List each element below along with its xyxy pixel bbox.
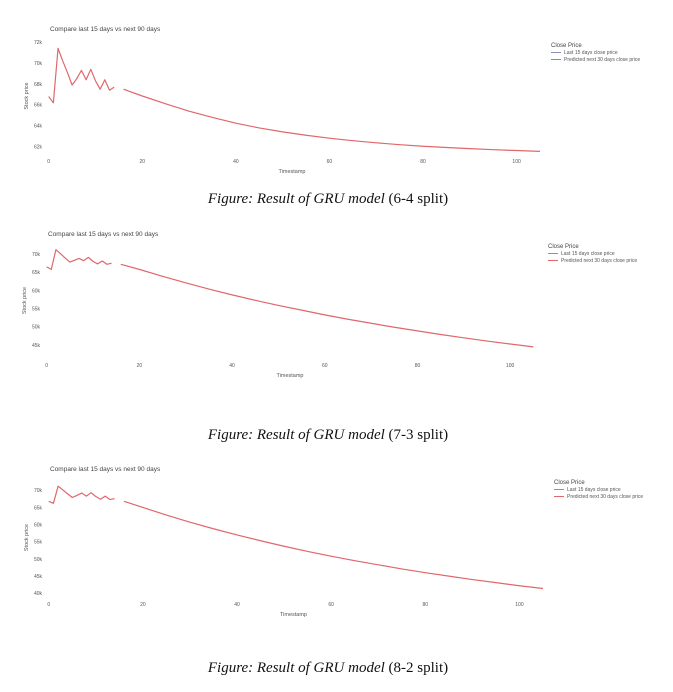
y-tick-label: 45k xyxy=(32,343,41,349)
chart-panel-8-2: Compare last 15 days vs next 90 days 40k 4… xyxy=(24,466,643,618)
legend-entry: Last 15 days close price xyxy=(561,251,615,257)
y-axis-label: Stock price xyxy=(24,82,30,109)
x-tick-label: 100 xyxy=(512,159,521,165)
x-tick-label: 20 xyxy=(137,363,143,369)
caption-suffix: (8-2 split) xyxy=(384,660,449,676)
x-tick-label: 0 xyxy=(45,363,48,369)
y-tick-label: 55k xyxy=(32,306,41,312)
y-tick-label: 70k xyxy=(34,61,43,67)
series-line-last-15-days xyxy=(48,485,115,504)
series-line-last-15-days xyxy=(46,249,112,270)
chart-title: Compare last 15 days vs next 90 days xyxy=(48,231,159,238)
y-tick-label: 62k xyxy=(34,145,43,151)
chart-title: Compare last 15 days vs next 90 days xyxy=(50,26,161,33)
chart-title: Compare last 15 days vs next 90 days xyxy=(50,466,161,473)
figure-caption-6-4: Figure: Result of GRU model (6-4 split) xyxy=(0,191,656,208)
series-line-last-15-days xyxy=(48,47,115,104)
chart-panel-6-4: Compare last 15 days vs next 90 days 62k 6… xyxy=(0,0,673,215)
legend-entry: Predicted next 30 days close price xyxy=(564,57,640,63)
chart-svg-7-3: Compare last 15 days vs next 90 days 45k 5… xyxy=(22,231,637,379)
x-tick-label: 80 xyxy=(423,602,429,608)
y-axis-label: Stock price xyxy=(24,524,30,551)
y-tick-label: 40k xyxy=(34,591,43,597)
x-tick-label: 40 xyxy=(229,363,235,369)
x-tick-label: 40 xyxy=(234,602,240,608)
legend-entry: Predicted next 30 days close price xyxy=(567,494,643,500)
y-tick-label: 72k xyxy=(34,40,43,46)
x-tick-label: 60 xyxy=(328,602,334,608)
legend-entry: Last 15 days close price xyxy=(564,50,618,56)
x-tick-label: 0 xyxy=(47,159,50,165)
figure-caption-7-3: Figure: Result of GRU model (7-3 split) xyxy=(0,427,656,444)
y-tick-label: 65k xyxy=(34,505,43,511)
y-tick-label: 64k xyxy=(34,124,43,130)
x-tick-label: 100 xyxy=(515,602,524,608)
caption-italic: Figure: Result of GRU model xyxy=(207,660,385,676)
legend-title: Close Price xyxy=(548,244,579,250)
x-axis-label: Timestamp xyxy=(280,612,307,618)
y-tick-label: 60k xyxy=(34,522,43,528)
x-tick-label: 20 xyxy=(140,602,146,608)
y-tick-label: 60k xyxy=(32,288,41,294)
legend-title: Close Price xyxy=(551,43,582,49)
x-tick-label: 60 xyxy=(327,159,333,165)
x-axis-label: Timestamp xyxy=(279,169,306,175)
x-tick-label: 80 xyxy=(415,363,421,369)
caption-italic: Figure: Result of GRU model xyxy=(207,427,385,443)
y-tick-label: 70k xyxy=(34,488,43,494)
legend-title: Close Price xyxy=(554,480,585,486)
x-tick-label: 40 xyxy=(233,159,239,165)
y-tick-label: 65k xyxy=(32,270,41,276)
y-tick-label: 70k xyxy=(32,252,41,258)
figure-caption-8-2: Figure: Result of GRU model (8-2 split) xyxy=(0,660,656,677)
y-tick-label: 66k xyxy=(34,103,43,109)
x-tick-label: 80 xyxy=(420,159,426,165)
y-tick-label: 50k xyxy=(34,557,43,563)
y-tick-label: 55k xyxy=(34,540,43,546)
y-tick-label: 68k xyxy=(34,82,43,88)
chart-panel-7-3: Compare last 15 days vs next 90 days 45k 5… xyxy=(22,231,637,379)
x-tick-label: 0 xyxy=(47,602,50,608)
y-tick-label: 45k xyxy=(34,574,43,580)
caption-suffix: (7-3 split) xyxy=(384,427,449,443)
series-line-predicted xyxy=(123,88,541,152)
y-axis-label: Stock price xyxy=(22,287,28,314)
chart-svg-6-4: Compare last 15 days vs next 90 days 62k 6… xyxy=(24,26,640,175)
series-line-predicted xyxy=(123,500,544,590)
y-tick-label: 50k xyxy=(32,325,41,331)
x-tick-label: 20 xyxy=(139,159,145,165)
legend-entry: Last 15 days close price xyxy=(567,487,621,493)
caption-italic: Figure: Result of GRU model xyxy=(207,191,385,207)
x-tick-label: 100 xyxy=(506,363,515,369)
x-axis-label: Timestamp xyxy=(277,373,304,379)
caption-suffix: (6-4 split) xyxy=(384,191,449,207)
chart-svg-8-2: Compare last 15 days vs next 90 days 40k 4… xyxy=(24,466,643,618)
series-line-predicted xyxy=(120,263,534,348)
x-tick-label: 60 xyxy=(322,363,328,369)
legend-entry: Predicted next 30 days close price xyxy=(561,258,637,264)
